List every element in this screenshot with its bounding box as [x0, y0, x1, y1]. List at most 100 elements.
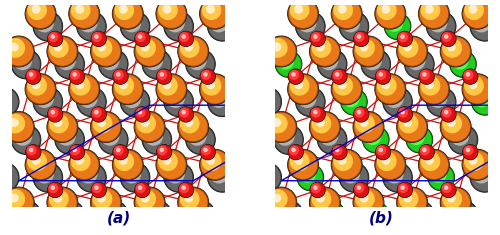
Circle shape — [92, 38, 112, 58]
Circle shape — [142, 200, 172, 231]
Circle shape — [274, 200, 304, 230]
Circle shape — [447, 43, 456, 51]
Circle shape — [462, 73, 494, 105]
Circle shape — [160, 72, 164, 77]
Circle shape — [464, 0, 484, 20]
Circle shape — [164, 87, 194, 117]
Circle shape — [214, 169, 222, 177]
Circle shape — [33, 163, 62, 192]
Circle shape — [442, 114, 462, 133]
Circle shape — [292, 72, 296, 77]
Circle shape — [158, 76, 178, 96]
Circle shape — [202, 0, 222, 20]
Circle shape — [258, 169, 266, 177]
Circle shape — [444, 110, 448, 114]
Circle shape — [354, 31, 368, 46]
Circle shape — [114, 145, 124, 155]
Circle shape — [119, 156, 128, 165]
Circle shape — [201, 145, 211, 155]
Circle shape — [75, 80, 84, 89]
Circle shape — [160, 148, 164, 152]
Circle shape — [10, 200, 42, 231]
Circle shape — [310, 31, 325, 46]
Circle shape — [274, 201, 302, 229]
Circle shape — [384, 88, 411, 116]
Circle shape — [441, 183, 456, 197]
Circle shape — [188, 127, 206, 146]
Circle shape — [157, 150, 186, 179]
Circle shape — [0, 89, 10, 108]
Circle shape — [276, 127, 294, 146]
Circle shape — [71, 76, 90, 96]
Circle shape — [425, 5, 434, 14]
Circle shape — [27, 0, 47, 20]
Circle shape — [310, 188, 339, 217]
Circle shape — [310, 37, 339, 66]
Circle shape — [75, 156, 84, 165]
Circle shape — [178, 31, 194, 47]
Circle shape — [287, 149, 319, 181]
Circle shape — [54, 200, 85, 231]
Circle shape — [418, 0, 450, 30]
Circle shape — [361, 49, 390, 79]
Circle shape — [92, 183, 106, 197]
Circle shape — [48, 31, 62, 46]
Circle shape — [78, 164, 98, 184]
Circle shape — [112, 74, 144, 105]
Circle shape — [165, 164, 192, 191]
Circle shape — [138, 110, 142, 114]
Circle shape — [156, 74, 187, 105]
Circle shape — [157, 0, 186, 28]
Circle shape — [61, 207, 70, 215]
Circle shape — [471, 12, 498, 40]
Circle shape — [32, 5, 40, 14]
Circle shape — [10, 118, 19, 127]
Circle shape — [420, 145, 430, 155]
Circle shape — [78, 89, 98, 108]
Circle shape — [6, 38, 25, 58]
Circle shape — [179, 183, 189, 193]
Circle shape — [419, 69, 434, 85]
Circle shape — [182, 34, 186, 39]
Circle shape — [309, 111, 341, 143]
Circle shape — [403, 118, 412, 127]
Circle shape — [156, 144, 172, 160]
Circle shape — [114, 70, 124, 80]
Circle shape — [462, 0, 493, 29]
Circle shape — [135, 31, 150, 46]
Circle shape — [354, 113, 383, 141]
Circle shape — [76, 12, 106, 41]
Circle shape — [268, 189, 287, 209]
Circle shape — [364, 203, 388, 227]
Circle shape — [339, 12, 369, 41]
Circle shape — [122, 88, 149, 116]
Circle shape — [440, 35, 472, 67]
Circle shape — [464, 151, 484, 171]
Circle shape — [354, 183, 364, 193]
Circle shape — [396, 106, 413, 122]
Circle shape — [11, 200, 41, 230]
Circle shape — [364, 127, 388, 152]
Circle shape — [162, 80, 172, 89]
Circle shape — [354, 31, 369, 47]
Circle shape — [185, 200, 216, 231]
Circle shape — [92, 113, 120, 141]
Circle shape — [179, 108, 189, 118]
Circle shape — [186, 200, 216, 230]
Circle shape — [25, 149, 56, 180]
Circle shape — [55, 200, 84, 230]
Circle shape — [148, 207, 157, 215]
Circle shape — [54, 118, 62, 127]
Circle shape — [398, 183, 412, 197]
Circle shape — [418, 149, 450, 180]
Circle shape — [186, 50, 214, 78]
Circle shape — [412, 132, 420, 140]
Circle shape — [318, 50, 346, 78]
Circle shape — [46, 111, 78, 143]
Circle shape — [464, 145, 473, 155]
Circle shape — [463, 150, 492, 179]
Circle shape — [253, 164, 280, 191]
Circle shape — [332, 69, 347, 85]
Circle shape — [134, 182, 150, 198]
Circle shape — [92, 32, 102, 42]
